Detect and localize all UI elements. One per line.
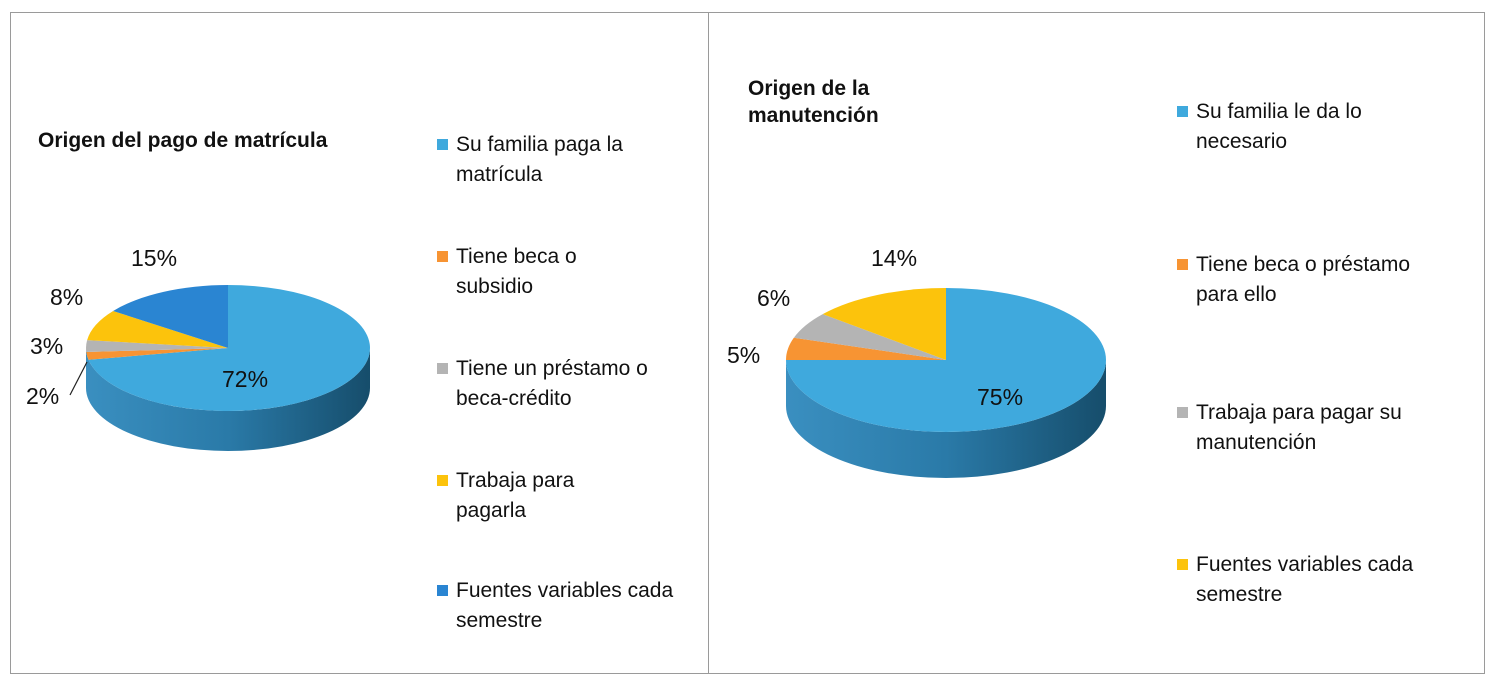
legend-label: Su familia paga la matrícula [456,133,623,186]
legend-swatch [437,363,448,374]
panel-divider [708,12,709,674]
legend-label: Tiene beca o préstamo para ello [1196,253,1411,306]
data-label: 2% [26,383,60,409]
data-label: 72% [222,366,269,392]
legend-item: Su familia paga la matrícula [437,130,686,190]
legend-item: Tiene beca o préstamo para ello [1177,250,1436,310]
pie-slice [786,337,946,360]
chart-frame [10,12,1485,674]
legend-item: Tiene beca o subsidio [437,242,626,302]
legend-swatch [1177,559,1188,570]
pie-slice [87,310,228,348]
legend-item: Fuentes variables cada semestre [1177,550,1426,610]
legend-item: Tiene un préstamo o beca-crédito [437,354,686,414]
legend-label: Trabaja para pagar su manutención [1196,401,1402,454]
pie-side [86,348,370,451]
chart-title-manutencion: Origen de la manutención [748,77,879,127]
legend-swatch [437,585,448,596]
legend-item: Trabaja para pagar su manutención [1177,398,1471,458]
pie-matricula [86,285,371,451]
data-label: 8% [50,284,84,310]
legend-swatch [437,251,448,262]
leader-line-2pct [69,361,88,396]
legend-item: Fuentes variables cada semestre [437,576,686,636]
data-label: 14% [871,245,918,271]
legend-swatch [437,139,448,150]
legend-swatch [437,475,448,486]
legend-label: Fuentes variables cada semestre [1196,553,1414,606]
pie-slice [822,288,946,360]
legend-swatch [1177,259,1188,270]
legend-label: Tiene beca o subsidio [456,245,577,298]
legend-swatch [1177,106,1188,117]
legend-label: Tiene un préstamo o beca-crédito [456,357,648,410]
data-label: 5% [727,342,761,368]
legend-label: Trabaja para pagarla [456,469,575,522]
chart-title-matricula: Origen del pago de matrícula [38,129,328,152]
data-label: 75% [977,384,1024,410]
pie-slice [113,285,228,348]
data-label: 3% [30,333,64,359]
pie-side [786,360,1106,478]
legend-label: Fuentes variables cada semestre [456,579,674,632]
pie-slice [86,348,228,360]
data-label: 6% [757,285,791,311]
legend-label: Su familia le da lo necesario [1196,100,1362,153]
data-label: 15% [131,245,178,271]
legend-item: Trabaja para pagarla [437,466,626,526]
pie-manutencion [786,288,1106,478]
pie-slice [86,340,228,352]
pie-slice [793,314,946,360]
pie-slice [88,285,371,411]
legend-swatch [1177,407,1188,418]
legend-item: Su familia le da lo necesario [1177,97,1446,157]
